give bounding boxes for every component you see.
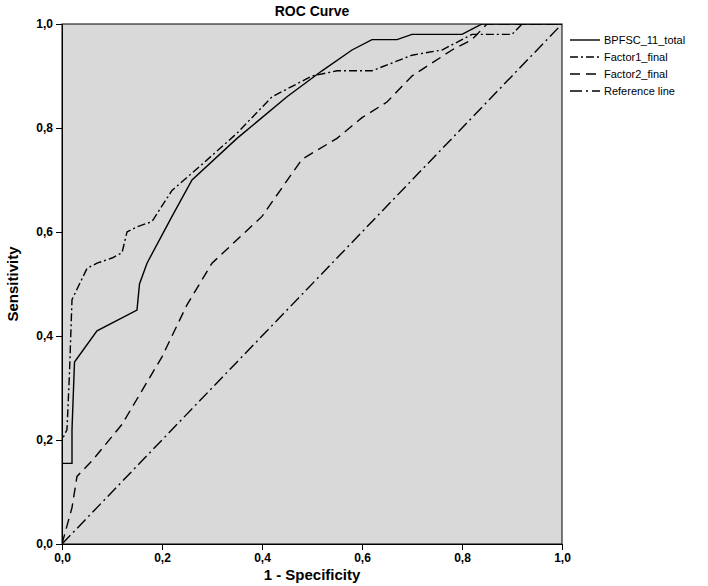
legend-entry: BPFSC_11_total bbox=[570, 34, 685, 46]
tick-mark bbox=[562, 544, 563, 550]
legend-entry: Factor2_final bbox=[570, 68, 668, 80]
tick-label: 0,0 bbox=[54, 551, 71, 565]
tick-label: 1,0 bbox=[554, 551, 571, 565]
tick-mark bbox=[462, 544, 463, 550]
tick-mark bbox=[56, 24, 62, 25]
x-axis: 0,0 0,2 0,4 0,6 0,8 1,0 bbox=[54, 544, 571, 565]
tick: 0,2 bbox=[154, 544, 171, 565]
tick: 0,8 bbox=[36, 121, 62, 135]
tick-label: 0,2 bbox=[154, 551, 171, 565]
tick: 0,0 bbox=[54, 544, 71, 565]
tick: 0,6 bbox=[36, 225, 62, 239]
tick: 0,8 bbox=[454, 544, 471, 565]
legend-label: Factor2_final bbox=[604, 68, 668, 80]
legend-label: BPFSC_11_total bbox=[604, 34, 685, 46]
tick-label: 0,6 bbox=[36, 225, 53, 239]
tick-mark bbox=[56, 336, 62, 337]
y-axis: 0,0 0,2 0,4 0,6 0,8 1,0 bbox=[36, 17, 62, 551]
tick: 0,0 bbox=[36, 537, 62, 551]
tick-label: 0,4 bbox=[254, 551, 271, 565]
y-axis-title: Sensitivity bbox=[4, 246, 21, 322]
axis-line bbox=[63, 544, 563, 545]
tick-mark bbox=[262, 544, 263, 550]
roc-line bbox=[62, 24, 562, 544]
tick-label: 1,0 bbox=[36, 17, 53, 31]
tick: 1,0 bbox=[554, 544, 571, 565]
tick: 0,4 bbox=[36, 329, 62, 343]
tick: 0,4 bbox=[254, 544, 271, 565]
tick-mark bbox=[56, 440, 62, 441]
roc-line bbox=[62, 24, 562, 544]
tick-mark bbox=[56, 128, 62, 129]
tick: 0,2 bbox=[36, 433, 62, 447]
legend: BPFSC_11_total Factor1_final Factor2_final… bbox=[570, 34, 685, 97]
tick-mark bbox=[362, 544, 363, 550]
title: ROC Curve bbox=[275, 3, 350, 19]
tick-label: 0,6 bbox=[354, 551, 371, 565]
legend-label: Reference line bbox=[604, 85, 675, 97]
tick-mark bbox=[56, 544, 62, 545]
tick-mark bbox=[62, 544, 63, 550]
tick-mark bbox=[162, 544, 163, 550]
legend-entry: Factor1_final bbox=[570, 51, 668, 63]
legend-label: Factor1_final bbox=[604, 51, 668, 63]
tick-label: 0,4 bbox=[36, 329, 53, 343]
roc-line bbox=[62, 24, 562, 544]
legend-swatch bbox=[570, 56, 600, 57]
plot-area bbox=[62, 24, 562, 544]
tick-label: 0,0 bbox=[36, 537, 53, 551]
tick: 1,0 bbox=[36, 17, 62, 31]
tick: 0,6 bbox=[354, 544, 371, 565]
legend-swatch bbox=[570, 39, 600, 40]
tick-label: 0,8 bbox=[36, 121, 53, 135]
tick-label: 0,2 bbox=[36, 433, 53, 447]
legend-swatch bbox=[570, 90, 600, 91]
x-axis-title: 1 - Specificity bbox=[264, 566, 361, 583]
tick-mark bbox=[56, 232, 62, 233]
roc-line bbox=[62, 24, 562, 544]
tick-label: 0,8 bbox=[454, 551, 471, 565]
legend-entry: Reference line bbox=[570, 85, 675, 97]
chart: 0,0 0,2 0,4 0,6 0,8 1,0 0,0 0,2 0,4 0,6 0,8 1,0 ROC … bbox=[0, 0, 708, 586]
legend-swatch bbox=[570, 73, 600, 74]
lines bbox=[62, 24, 562, 544]
